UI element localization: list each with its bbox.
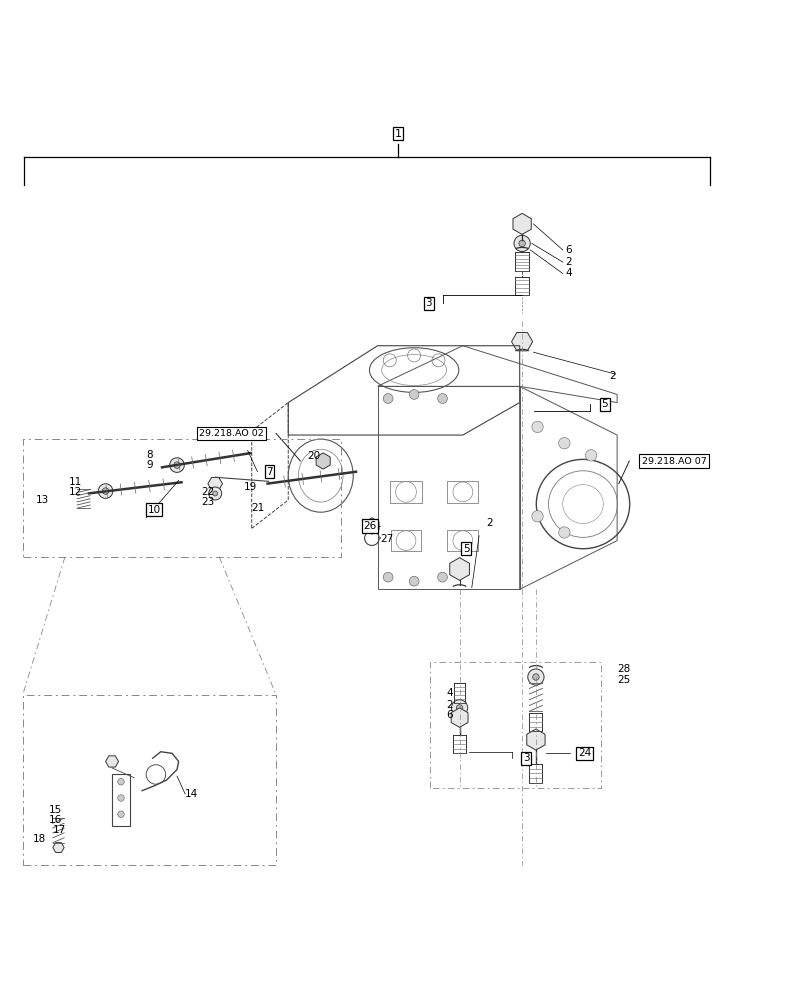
Circle shape [513,235,530,252]
Text: 16: 16 [49,815,62,825]
Text: 21: 21 [251,503,264,513]
Circle shape [531,421,543,433]
Text: 12: 12 [69,487,82,497]
Text: 11: 11 [69,477,82,487]
Circle shape [518,240,525,247]
Text: 3: 3 [425,298,431,308]
Circle shape [212,491,217,496]
Text: 28: 28 [616,664,629,674]
Circle shape [409,390,418,399]
Text: 29.218.AO 07: 29.218.AO 07 [641,457,706,466]
Text: 19: 19 [243,482,256,492]
Polygon shape [449,558,469,580]
Circle shape [118,811,124,817]
Circle shape [208,487,221,500]
Circle shape [383,572,393,582]
Text: 2: 2 [446,700,453,710]
Circle shape [456,705,462,711]
Text: 25: 25 [616,675,629,685]
Text: 5: 5 [462,544,469,554]
Circle shape [169,458,184,472]
Polygon shape [364,518,379,534]
Polygon shape [105,756,118,767]
Text: 17: 17 [53,825,66,835]
Circle shape [532,674,539,680]
Text: 2: 2 [486,518,492,528]
Text: 4: 4 [446,688,453,698]
Text: 29.218.AO 02: 29.218.AO 02 [199,429,264,438]
Text: 9: 9 [146,460,152,470]
Polygon shape [451,708,467,727]
Polygon shape [315,453,330,469]
Text: 24: 24 [577,748,590,758]
Circle shape [102,488,109,494]
Text: 4: 4 [564,268,571,278]
Text: 23: 23 [201,497,214,507]
Circle shape [558,527,569,538]
Circle shape [409,576,418,586]
Text: 6: 6 [446,710,453,720]
Circle shape [118,795,124,801]
Text: 8: 8 [146,450,152,460]
Text: 3: 3 [522,753,529,763]
Circle shape [437,394,447,403]
Text: 26: 26 [363,521,376,531]
Circle shape [98,484,113,498]
Text: 13: 13 [36,495,49,505]
Circle shape [174,462,180,468]
Text: 7: 7 [266,467,272,477]
Text: 6: 6 [564,245,571,255]
Circle shape [383,394,393,403]
Text: 10: 10 [148,505,161,515]
Text: 22: 22 [201,487,214,497]
Text: 5: 5 [601,399,607,409]
Circle shape [118,779,124,785]
Circle shape [451,700,467,716]
Circle shape [437,572,447,582]
Text: 18: 18 [32,834,45,844]
Circle shape [527,669,543,685]
Polygon shape [53,843,64,852]
Text: 15: 15 [49,805,62,815]
Circle shape [558,437,569,449]
Polygon shape [511,333,532,351]
Text: 20: 20 [307,451,320,461]
Circle shape [585,450,596,461]
Text: 2: 2 [608,371,615,381]
Text: 1: 1 [394,129,401,139]
Text: 2: 2 [564,257,571,267]
Polygon shape [513,213,530,234]
Text: 14: 14 [185,789,198,799]
Text: 27: 27 [380,534,393,544]
Circle shape [531,511,543,522]
Polygon shape [526,729,544,750]
Polygon shape [208,477,222,490]
